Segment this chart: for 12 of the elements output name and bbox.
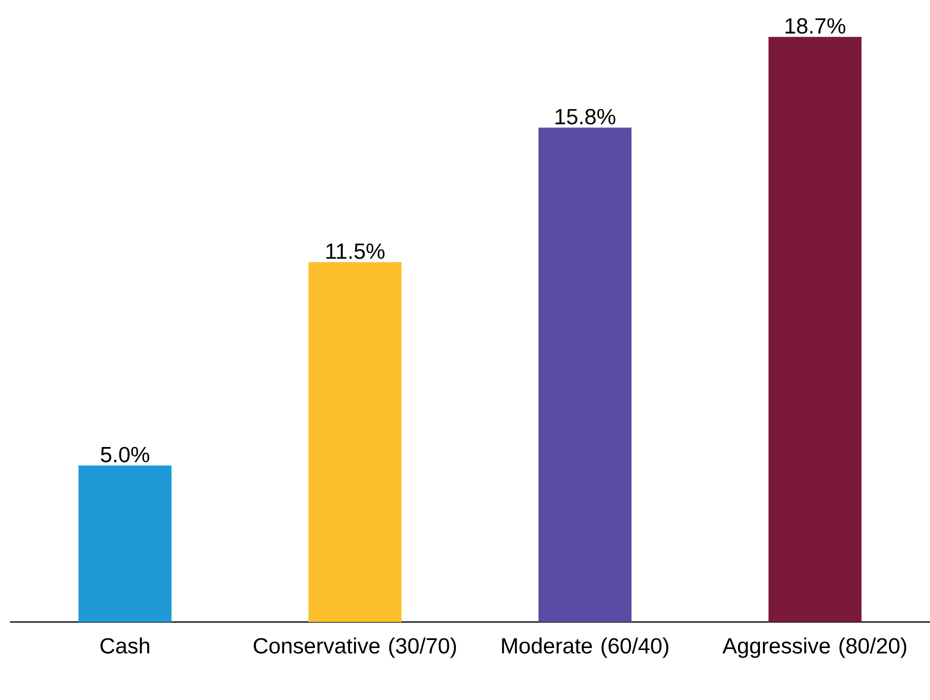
x-tick-label: Conservative (30/70) bbox=[254, 637, 456, 658]
data-label: 5.0% bbox=[100, 446, 150, 462]
x-tick-label: Moderate (60/40) bbox=[502, 637, 668, 658]
bar bbox=[538, 128, 632, 622]
data-label: 18.7% bbox=[786, 18, 846, 34]
bar bbox=[78, 466, 172, 622]
x-tick-label: Aggressive (80/20) bbox=[722, 637, 906, 658]
x-tick-label: Cash bbox=[100, 637, 150, 654]
data-label: 15.8% bbox=[556, 108, 616, 124]
data-label: 11.5% bbox=[326, 244, 384, 259]
bar bbox=[768, 36, 862, 622]
bar bbox=[308, 262, 402, 622]
